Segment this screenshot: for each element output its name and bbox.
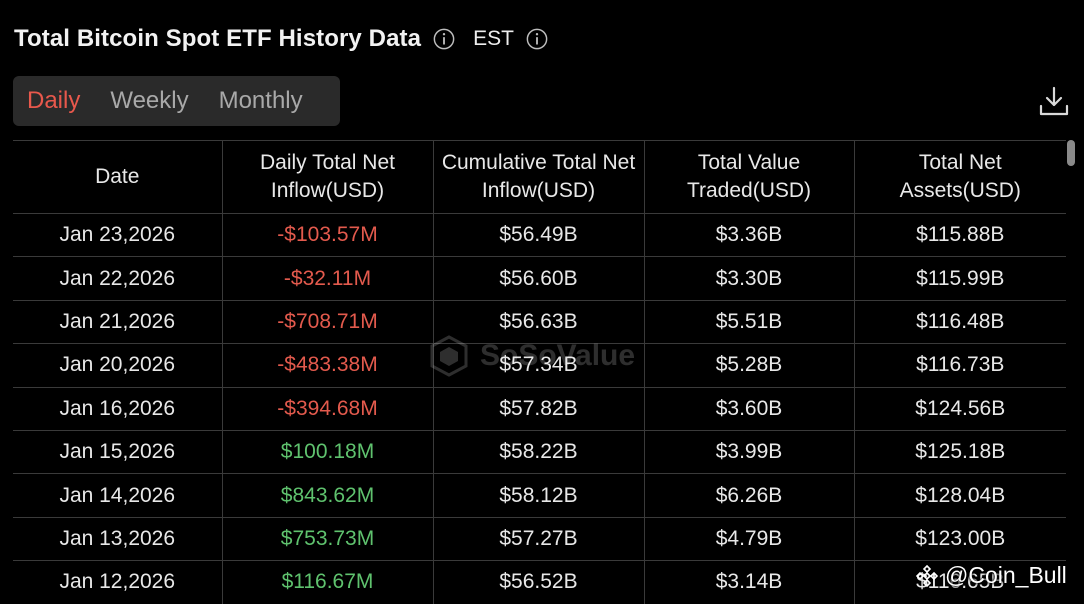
cell-cumulative-net-inflow: $57.34B <box>433 343 645 388</box>
cell-date: Jan 15,2026 <box>13 430 223 475</box>
column-header-cumulative-net-inflow[interactable]: Cumulative Total Net Inflow(USD) <box>433 140 645 214</box>
cell-daily-net-inflow: $116.67M <box>222 560 434 604</box>
cell-daily-net-inflow: -$32.11M <box>222 256 434 301</box>
period-tabs: Daily Weekly Monthly <box>13 76 340 126</box>
binance-logo-icon <box>915 564 939 587</box>
column-header-total-value-traded[interactable]: Total Value Traded(USD) <box>644 140 855 214</box>
table-row[interactable]: Jan 15,2026 $100.18M $58.22B $3.99B $125.18B <box>13 430 1066 475</box>
table-row[interactable]: Jan 13,2026 $753.73M $57.27B $4.79B $123.00B <box>13 517 1066 562</box>
table-row[interactable]: Jan 21,2026 -$708.71M $56.63B $5.51B $116.48… <box>13 300 1066 345</box>
table-row[interactable]: Jan 16,2026 -$394.68M $57.82B $3.60B $124.56… <box>13 387 1066 431</box>
tab-daily[interactable]: Daily <box>27 87 81 114</box>
tab-monthly[interactable]: Monthly <box>218 87 303 114</box>
cell-total-net-assets: $124.56B <box>854 387 1066 431</box>
cell-total-net-assets: $115.99B <box>854 256 1066 301</box>
cell-date: Jan 23,2026 <box>13 213 223 258</box>
cell-total-net-assets: $128.04B <box>854 473 1066 518</box>
column-header-daily-net-inflow[interactable]: Daily Total Net Inflow(USD) <box>222 140 434 214</box>
column-header-total-net-assets[interactable]: Total Net Assets(USD) <box>854 140 1066 214</box>
cell-daily-net-inflow: $843.62M <box>222 473 434 518</box>
cell-daily-net-inflow: -$708.71M <box>222 300 434 345</box>
author-handle: @Coin_Bull <box>945 562 1067 588</box>
tab-weekly[interactable]: Weekly <box>110 87 189 114</box>
table-row[interactable]: Jan 12,2026 $116.67M $56.52B $3.14B $116.65B <box>13 560 1066 604</box>
cell-cumulative-net-inflow: $56.49B <box>433 213 645 258</box>
author-credit: @Coin_Bull <box>915 562 1067 589</box>
cell-total-value-traded: $6.26B <box>644 473 855 518</box>
timezone-label: EST <box>473 27 514 50</box>
cell-total-value-traded: $3.36B <box>644 213 855 258</box>
cell-total-net-assets: $125.18B <box>854 430 1066 475</box>
cell-daily-net-inflow: -$483.38M <box>222 343 434 388</box>
cell-date: Jan 13,2026 <box>13 517 223 562</box>
cell-total-value-traded: $3.14B <box>644 560 855 604</box>
cell-daily-net-inflow: -$394.68M <box>222 387 434 431</box>
cell-total-value-traded: $3.30B <box>644 256 855 301</box>
cell-total-net-assets: $116.73B <box>854 343 1066 388</box>
cell-daily-net-inflow: $100.18M <box>222 430 434 475</box>
cell-total-value-traded: $3.60B <box>644 387 855 431</box>
cell-cumulative-net-inflow: $56.52B <box>433 560 645 604</box>
table-header-row: Date Daily Total Net Inflow(USD) Cumulat… <box>13 140 1066 214</box>
info-icon[interactable] <box>433 28 455 50</box>
cell-cumulative-net-inflow: $57.27B <box>433 517 645 562</box>
cell-total-value-traded: $5.28B <box>644 343 855 388</box>
cell-total-net-assets: $115.88B <box>854 213 1066 258</box>
table-row[interactable]: Jan 14,2026 $843.62M $58.12B $6.26B $128.04B <box>13 473 1066 518</box>
cell-date: Jan 14,2026 <box>13 473 223 518</box>
cell-daily-net-inflow: -$103.57M <box>222 213 434 258</box>
column-header-date[interactable]: Date <box>13 140 223 214</box>
cell-cumulative-net-inflow: $58.12B <box>433 473 645 518</box>
page-header: Total Bitcoin Spot ETF History Data EST <box>14 22 548 56</box>
cell-total-value-traded: $4.79B <box>644 517 855 562</box>
timezone-info-icon[interactable] <box>526 28 548 50</box>
cell-total-net-assets: $116.48B <box>854 300 1066 345</box>
cell-cumulative-net-inflow: $56.63B <box>433 300 645 345</box>
cell-total-net-assets: $116.65B <box>854 560 1066 604</box>
page-title: Total Bitcoin Spot ETF History Data <box>14 25 422 52</box>
cell-date: Jan 21,2026 <box>13 300 223 345</box>
cell-date: Jan 20,2026 <box>13 343 223 388</box>
cell-cumulative-net-inflow: $57.82B <box>433 387 645 431</box>
cell-total-value-traded: $5.51B <box>644 300 855 345</box>
cell-total-net-assets: $123.00B <box>854 517 1066 562</box>
table-row[interactable]: Jan 22,2026 -$32.11M $56.60B $3.30B $115.99B <box>13 256 1066 301</box>
cell-date: Jan 22,2026 <box>13 256 223 301</box>
cell-cumulative-net-inflow: $58.22B <box>433 430 645 475</box>
cell-daily-net-inflow: $753.73M <box>222 517 434 562</box>
table-scrollbar[interactable] <box>1067 140 1075 166</box>
table-row[interactable]: Jan 20,2026 -$483.38M $57.34B $5.28B $116.73… <box>13 343 1066 388</box>
download-icon[interactable] <box>1037 84 1071 118</box>
table-row[interactable]: Jan 23,2026 -$103.57M $56.49B $3.36B $115.88… <box>13 213 1066 258</box>
cell-cumulative-net-inflow: $56.60B <box>433 256 645 301</box>
cell-total-value-traded: $3.99B <box>644 430 855 475</box>
etf-history-table-container[interactable]: Date Daily Total Net Inflow(USD) Cumulat… <box>13 140 1066 604</box>
cell-date: Jan 12,2026 <box>13 560 223 604</box>
cell-date: Jan 16,2026 <box>13 387 223 431</box>
etf-history-table: Date Daily Total Net Inflow(USD) Cumulat… <box>13 140 1066 604</box>
